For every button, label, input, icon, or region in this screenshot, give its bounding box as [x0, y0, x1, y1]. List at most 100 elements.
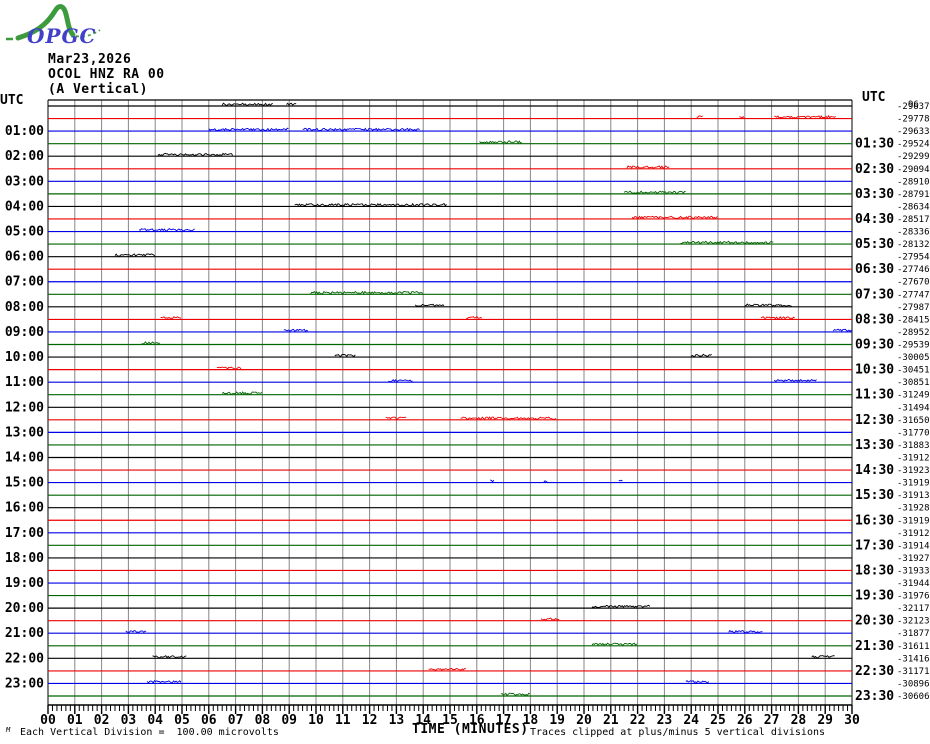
trace-noise-burst [221, 102, 274, 107]
row-mean-value: -28132 [897, 240, 930, 250]
row-mean-value: -27954 [897, 253, 930, 263]
left-time-label: 08:00 [5, 300, 44, 315]
row-mean-value: -30851 [897, 378, 930, 388]
left-time-label: 12:00 [5, 400, 44, 415]
row-mean-value: -31249 [897, 391, 930, 401]
x-tick-label: 04 [147, 713, 163, 728]
left-time-label: 05:00 [5, 225, 44, 240]
trace-noise-burst [760, 315, 795, 320]
row-mean-value: -27746 [897, 265, 930, 275]
x-tick-label: 02 [94, 713, 110, 728]
x-tick-label: 01 [67, 713, 83, 728]
x-tick-label: 28 [791, 713, 807, 728]
left-time-label: 03:00 [5, 174, 44, 189]
trace-noise-burst [832, 328, 852, 333]
utc-label-right: UTC [862, 90, 886, 105]
row-mean-value: -29637 [897, 102, 930, 112]
trace-noise-burst [152, 655, 187, 659]
right-time-label: 02:30 [855, 162, 894, 177]
right-time-label: 09:30 [855, 338, 894, 353]
value-overlap-artifact: 96 [908, 100, 919, 110]
row-mean-value: -32123 [897, 617, 930, 627]
row-mean-value: -28517 [897, 215, 930, 225]
trace-noise-burst [591, 642, 638, 646]
header-date: Mar23,2026 [48, 52, 132, 67]
header-component: (A Vertical) [48, 82, 148, 97]
trace-noise-burst [811, 655, 835, 659]
row-mean-value: -31914 [897, 541, 930, 551]
trace-noise-burst [221, 391, 263, 396]
right-time-label: 07:30 [855, 287, 894, 302]
row-mean-value: -31494 [897, 403, 930, 413]
x-axis-title: TIME (MINUTES) [412, 722, 529, 737]
row-mean-value: -31770 [897, 428, 930, 438]
opgc-logo: OPGC [6, 4, 101, 48]
row-mean-value: -31912 [897, 529, 930, 539]
trace-noise-burst [500, 692, 531, 697]
trace-noise-burst [286, 102, 297, 106]
right-time-label: 11:30 [855, 388, 894, 403]
trace-noise-burst [302, 127, 420, 132]
row-mean-value: -31913 [897, 491, 930, 501]
row-mean-value: -31923 [897, 466, 930, 476]
x-tick-label: 08 [255, 713, 271, 728]
left-time-label: 19:00 [5, 576, 44, 591]
x-tick-label: 07 [228, 713, 244, 728]
row-mean-value: -31171 [897, 667, 930, 677]
x-tick-label: 05 [174, 713, 190, 728]
x-tick-label: 10 [308, 713, 324, 728]
trace-noise-burst [540, 617, 560, 621]
trace-noise-burst [114, 253, 156, 257]
x-tick-label: 29 [817, 713, 833, 728]
x-tick-label: 17 [496, 713, 512, 728]
trace-noise-burst [626, 165, 670, 169]
x-tick-label: 25 [710, 713, 726, 728]
header-block: Mar23,2026 OCOL HNZ RA 00 (A Vertical) [48, 52, 165, 97]
row-mean-value: -31976 [897, 592, 930, 602]
trace-noise-burst [490, 479, 495, 483]
row-mean-value: -30606 [897, 692, 930, 702]
trace-noise-burst [157, 152, 234, 157]
trace-noise-burst [591, 604, 651, 609]
row-mean-value: -29633 [897, 127, 930, 137]
row-mean-value: -28952 [897, 328, 930, 338]
left-time-label: 02:00 [5, 149, 44, 164]
right-time-label: 14:30 [855, 463, 894, 478]
trace-noise-burst [631, 215, 718, 220]
trace-noise-burst [744, 303, 792, 307]
right-time-label: 13:30 [855, 438, 894, 453]
trace-noise-burst [690, 353, 712, 357]
row-mean-value: -29524 [897, 140, 930, 150]
row-mean-value: -31611 [897, 642, 930, 652]
right-time-label: 22:30 [855, 664, 894, 679]
x-tick-label: 23 [657, 713, 673, 728]
x-tick-label: 03 [121, 713, 137, 728]
trace-noise-burst [294, 202, 447, 207]
left-time-label: 09:00 [5, 325, 44, 340]
row-mean-value: -32117 [897, 604, 930, 614]
row-mean-value: -31650 [897, 416, 930, 426]
row-mean-value: -31919 [897, 479, 930, 489]
right-time-label: 04:30 [855, 212, 894, 227]
x-tick-label: 06 [201, 713, 217, 728]
clip-note: Traces clipped at plus/minus 5 vertical … [530, 727, 826, 738]
right-time-label: 16:30 [855, 513, 894, 528]
left-time-label: 01:00 [5, 124, 44, 139]
x-tick-label: 14 [415, 713, 431, 728]
row-mean-value: -28336 [897, 228, 930, 238]
right-time-label: 19:30 [855, 589, 894, 604]
row-mean-value: -31927 [897, 554, 930, 564]
trace-noise-burst [696, 115, 703, 118]
right-time-label: 21:30 [855, 639, 894, 654]
trace-noise-burst [385, 416, 407, 420]
trace-noise-burst [618, 479, 623, 482]
left-time-label: 11:00 [5, 375, 44, 390]
right-time-label: 08:30 [855, 312, 894, 327]
row-mean-value: -30896 [897, 679, 930, 689]
logo-mountain-stroke [15, 4, 76, 41]
trace-noise-burst [685, 680, 710, 684]
x-tick-label: 30 [844, 713, 860, 728]
x-tick-label: 27 [764, 713, 780, 728]
trace-noise-burst [388, 378, 413, 383]
